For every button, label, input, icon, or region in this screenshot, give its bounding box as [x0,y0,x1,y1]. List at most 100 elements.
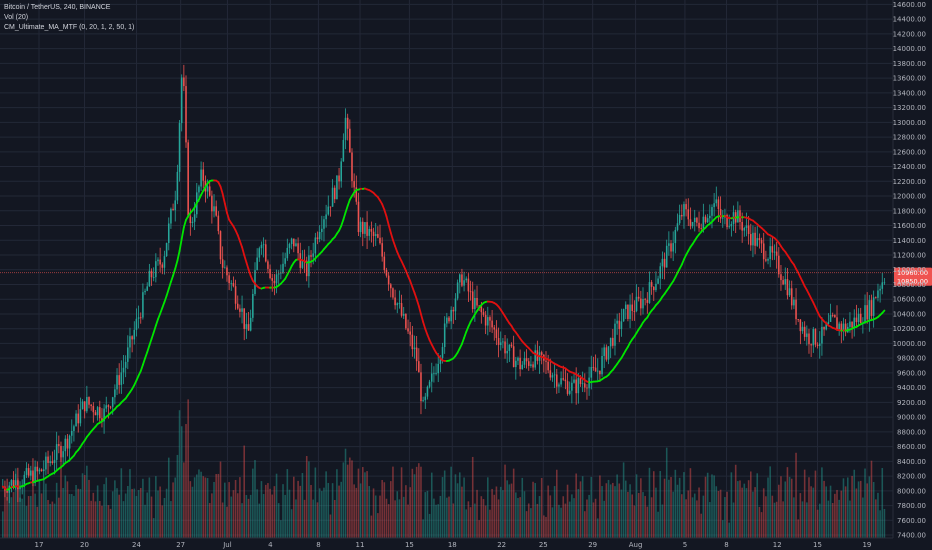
candle-body [232,283,235,287]
candle-body [142,292,144,318]
volume-bar [631,494,634,538]
candle-body [49,461,51,463]
candle-body [200,169,202,187]
candle-body [614,323,616,346]
volume-bar [676,484,679,538]
candle-body [571,382,573,391]
candle-body [439,357,442,364]
candle-body [584,383,586,388]
candle-body [696,217,698,223]
candle-body [564,379,567,382]
candle-body [62,451,64,458]
candle-body [357,201,360,233]
volume-bar [79,489,82,538]
price-tick-label: 11800.00 [893,207,926,215]
volume-bar [27,496,30,538]
volume-bar [849,500,851,538]
volume-bar [336,469,338,538]
volume-bar [612,482,614,538]
price-tick-label: 11600.00 [893,222,926,230]
volume-bar [551,507,554,538]
ma-segment [392,239,397,248]
ma-segment [404,269,409,277]
volume-bar [877,492,879,538]
candle-body [366,222,368,236]
candle-body [234,286,237,304]
volume-bar [681,494,683,538]
candle-body [469,291,472,293]
volume-bar [213,481,215,538]
candle-body [633,310,636,312]
volume-bar [211,493,213,538]
volume-bar [303,499,306,538]
candle-body [381,243,383,257]
ma-segment [387,223,392,234]
candle-body [605,347,608,360]
time-tick-label: 4 [268,541,273,549]
volume-bar [465,509,468,538]
volume-bar [566,484,569,538]
candle-body [515,360,517,368]
price-axis[interactable]: 14600.00 14400.00 14200.00 14000.00 13800.00… [892,0,926,540]
ma-legend[interactable]: CM_Ultimate_MA_MTF (0, 20, 1, 2, 50, 1) [4,24,135,31]
candle-body [32,470,34,483]
candle-body [51,461,54,464]
volume-bar [808,477,810,538]
candle-body [163,256,166,268]
volume-bar [150,496,153,538]
volume-legend[interactable]: Vol (20) [4,14,29,21]
candle-body [790,288,793,306]
ma-segment [176,250,181,262]
candle-body [702,216,705,229]
candle-body [765,259,767,261]
candle-body [474,297,476,310]
volume-bar [180,426,183,538]
candle-body [551,375,554,378]
candle-body [346,117,349,129]
volume-bar [53,503,56,538]
volume-bar [407,504,409,538]
candle-body [271,278,274,281]
candle-body [476,297,478,306]
ma-segment [180,226,185,240]
candle-body [668,243,670,246]
volume-bar [383,482,386,538]
volume-bar [463,477,465,538]
volume-bar [12,492,15,538]
candle-body [411,334,414,350]
candle-body [105,405,108,409]
candle-body [719,208,722,219]
volume-bar [206,478,209,538]
volume-bar [834,493,836,538]
candle-body [38,469,41,472]
candle-body [264,244,267,262]
volume-bar [30,495,32,538]
volume-bar [540,477,543,538]
volume-bar [458,472,461,538]
candle-body [402,314,405,316]
volume-bar [506,480,508,538]
price-tick-label: 13600.00 [893,75,926,83]
volume-bar [200,471,202,538]
volume-bar [829,485,832,538]
candle-body [269,268,271,279]
candle-body [853,317,856,328]
candle-body [64,438,67,452]
volume-bar [784,481,787,538]
time-axis[interactable]: 17 20 24 27 Jul 4 8 11 15 18 22 25 29 Aug 5 8 12 15 19 [0,537,893,549]
volume-bar [648,467,651,538]
volume-bar [329,514,332,538]
candle-body [331,187,334,207]
candle-body [721,217,724,219]
candle-body [594,367,597,372]
ma-segment [415,298,420,307]
volume-bar [803,469,806,538]
volume-bar [573,498,575,538]
candle-body [829,315,832,322]
candle-body [90,404,92,407]
symbol-legend[interactable]: Bitcoin / TetherUS, 240, BINANCE [4,4,111,11]
candle-body [547,361,549,371]
candle-body [127,347,129,362]
candle-body [77,413,80,424]
